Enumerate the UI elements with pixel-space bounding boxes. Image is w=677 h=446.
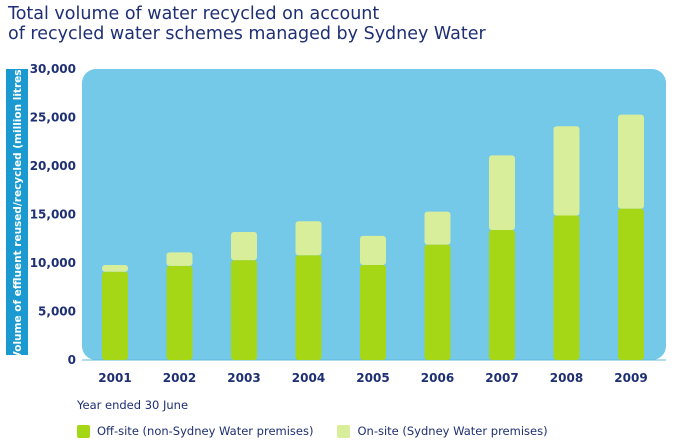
y-tick-label: 10,000 — [30, 256, 76, 270]
chart-title-line-2: of recycled water schemes managed by Syd… — [8, 24, 486, 44]
y-tick-labels: 0 5,000 10,000 15,000 20,000 25,000 30,000 — [30, 62, 76, 367]
bar-onsite-2006 — [424, 211, 451, 245]
legend-item-offsite: Off-site (non-Sydney Water premises) — [77, 424, 313, 438]
bars — [102, 114, 644, 360]
bar-offsite-2007 — [489, 230, 515, 360]
y-tick-label: 0 — [68, 353, 76, 367]
bar-onsite-2004 — [295, 221, 322, 256]
x-tick-label: 2009 — [614, 371, 647, 385]
x-tick-label: 2001 — [98, 371, 131, 385]
bar-onsite-2001 — [102, 264, 128, 272]
bar-offsite-2002 — [166, 265, 193, 360]
bar-onsite-2009 — [618, 114, 644, 209]
legend-item-onsite: On-site (Sydney Water premises) — [337, 424, 548, 438]
legend-label-onsite: On-site (Sydney Water premises) — [357, 424, 548, 438]
bar-offsite-2004 — [295, 255, 322, 360]
x-tick-label: 2008 — [550, 371, 583, 385]
category-labels: 2001 2002 2003 2004 2005 2006 2007 2008 2009 — [98, 371, 647, 385]
bar-offsite-2005 — [360, 264, 386, 360]
x-tick-label: 2003 — [227, 371, 260, 385]
bar-onsite-2002 — [166, 252, 193, 266]
legend-swatch-onsite — [337, 424, 351, 438]
bar-onsite-2003 — [231, 231, 257, 261]
y-tick-label: 5,000 — [38, 305, 76, 319]
bar-offsite-2008 — [553, 215, 580, 360]
plot-background — [82, 69, 666, 360]
bar-offsite-2001 — [102, 271, 128, 360]
bar-offsite-2009 — [618, 208, 644, 360]
x-tick-label: 2002 — [163, 371, 196, 385]
x-tick-label: 2005 — [356, 371, 389, 385]
chart-title-line-1: Total volume of water recycled on accoun… — [8, 4, 380, 24]
bar-onsite-2008 — [553, 126, 580, 216]
y-axis-label: Volume of effluent reused/recycled (mill… — [12, 65, 24, 360]
legend-swatch-offsite — [77, 424, 90, 438]
x-tick-label: 2007 — [485, 371, 518, 385]
bar-offsite-2003 — [231, 260, 257, 360]
legend: Off-site (non-Sydney Water premises) On-… — [77, 424, 572, 438]
y-tick-label: 30,000 — [30, 62, 76, 76]
chart-title: Total volume of water recycled on accoun… — [8, 4, 648, 44]
bar-offsite-2006 — [424, 244, 451, 360]
x-tick-label: 2004 — [292, 371, 325, 385]
legend-label-offsite: Off-site (non-Sydney Water premises) — [97, 424, 314, 438]
x-axis-label: Year ended 30 June — [77, 398, 189, 412]
bar-onsite-2005 — [360, 235, 386, 265]
y-tick-label: 20,000 — [30, 159, 76, 173]
y-tick-label: 25,000 — [30, 111, 76, 125]
ylabel-band — [6, 69, 28, 355]
bar-onsite-2007 — [489, 155, 515, 231]
x-tick-label: 2006 — [421, 371, 454, 385]
y-tick-label: 15,000 — [30, 208, 76, 222]
